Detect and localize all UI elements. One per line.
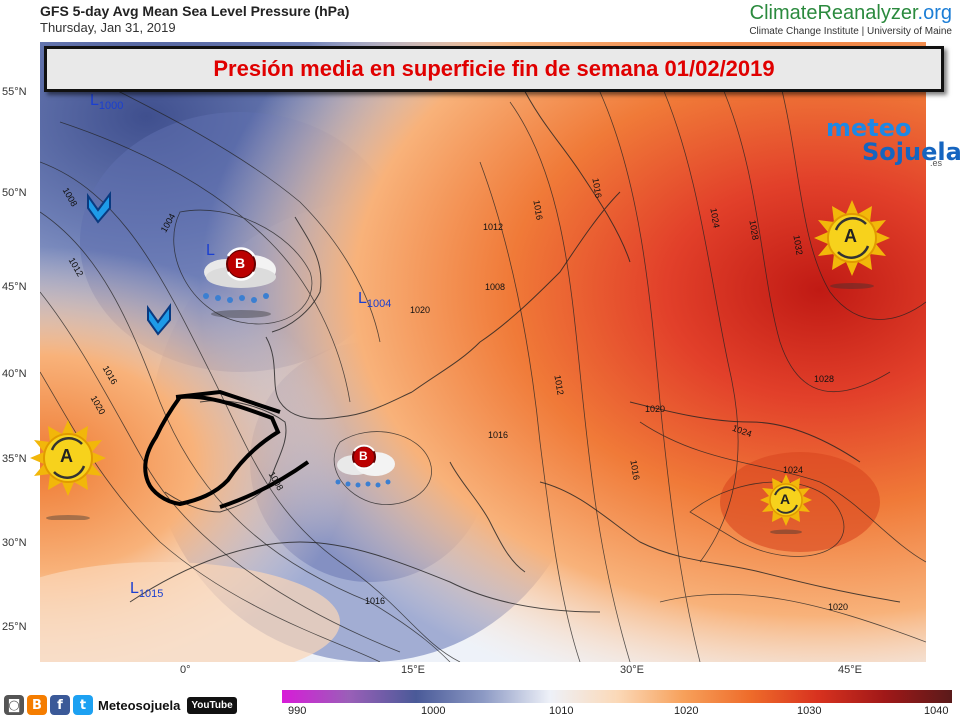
low-pressure-symbol: B [330,440,400,500]
social-bar: ◙ B f t Meteosojuela YouTube [4,694,237,716]
low-symbol-letter: B [235,255,246,271]
low-center-label: L [206,242,215,259]
facebook-icon[interactable]: f [50,695,70,715]
chart-date: Thursday, Jan 31, 2019 [40,20,176,35]
sun-icon [30,420,106,521]
high-pressure-symbol: A [30,420,106,521]
twitter-icon[interactable]: t [73,695,93,715]
lon-label: 30°E [620,664,644,676]
social-label[interactable]: Meteosojuela [98,697,181,713]
spain-outline [143,394,281,507]
isobar-label: 1020 [828,602,849,612]
meteosojuela-watermark: meteo Sojuela .es [826,114,960,168]
lat-label: 50°N [2,187,27,199]
brand-subtitle: Climate Change Institute | University of… [749,26,952,37]
low-center-label: L1004 [358,290,392,311]
lat-label: 55°N [2,86,27,98]
isobar-label: 1020 [410,305,431,315]
brand-tld: .org [917,2,952,24]
wind-arrow-icon [147,303,171,336]
isobar-label: 1016 [488,430,509,440]
lat-label: 40°N [2,368,27,380]
high-symbol-letter: A [60,446,73,466]
pressure-map [40,42,926,662]
camera-icon[interactable]: ◙ [4,695,24,715]
high-symbol-letter: A [844,226,857,246]
colorbar-tick: 990 [288,705,307,717]
colorbar-tick: 1010 [549,705,574,717]
lon-label: 45°E [838,664,862,676]
high-pressure-symbol: A [814,200,890,290]
isobar-label: 1020 [645,404,666,414]
sun-icon [814,200,890,289]
chart-title: GFS 5-day Avg Mean Sea Level Pressure (h… [40,3,350,19]
brand-logo[interactable]: ClimateReanalyzer.org [750,2,952,25]
isobar-label: 1024 [783,465,804,475]
low-symbol-letter: B [359,449,368,463]
wind-arrow-icon [87,191,111,224]
colorbar-tick: 1020 [674,705,699,717]
isobar-label: 1016 [365,596,386,606]
map-banner: Presión media en superficie fin de seman… [44,46,944,92]
lat-label: 30°N [2,537,27,549]
isobar-label: 1028 [814,374,835,384]
youtube-icon[interactable]: YouTube [187,696,237,714]
lon-label: 0° [180,664,191,676]
lat-label: 25°N [2,621,27,633]
coastlines [129,81,901,613]
map-svg [40,42,926,662]
lat-label: 45°N [2,281,27,293]
high-symbol-letter: A [780,491,791,507]
lon-label: 15°E [401,664,425,676]
colorbar-fill [282,690,952,703]
colorbar [282,690,952,703]
low-center-label: L1000 [90,92,124,113]
rain-cloud-icon [203,247,276,318]
brand-main: ClimateReanalyzer [749,2,918,24]
colorbar-tick: 1030 [797,705,822,717]
isobar-label: 1008 [485,282,506,292]
high-pressure-symbol: A [760,474,812,535]
colorbar-tick: 1040 [924,705,949,717]
low-center-label: L1015 [130,580,164,601]
isobar-label: 1012 [483,222,504,232]
sun-icon [760,474,812,535]
blogger-icon[interactable]: B [27,695,47,715]
lat-label: 35°N [2,453,27,465]
rain-cloud-icon [335,444,395,488]
low-pressure-symbol: B [196,242,286,322]
colorbar-tick: 1000 [421,705,446,717]
isobars [40,81,926,662]
